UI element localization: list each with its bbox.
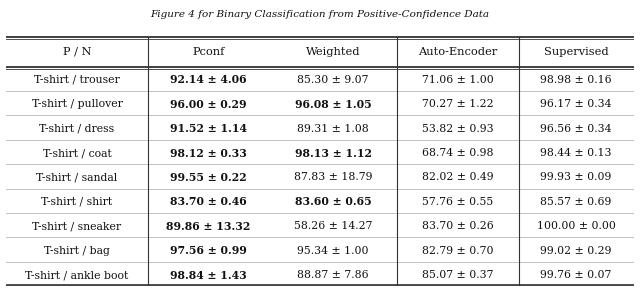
Text: 92.14 ± 4.06: 92.14 ± 4.06 bbox=[170, 75, 246, 86]
Text: 91.52 ± 1.14: 91.52 ± 1.14 bbox=[170, 123, 247, 134]
Text: 83.70 ± 0.46: 83.70 ± 0.46 bbox=[170, 197, 247, 208]
Text: 57.76 ± 0.55: 57.76 ± 0.55 bbox=[422, 197, 493, 207]
Text: 83.70 ± 0.26: 83.70 ± 0.26 bbox=[422, 221, 494, 231]
Text: 85.07 ± 0.37: 85.07 ± 0.37 bbox=[422, 270, 493, 280]
Text: 89.31 ± 1.08: 89.31 ± 1.08 bbox=[297, 124, 369, 134]
Text: Auto-Encoder: Auto-Encoder bbox=[419, 47, 497, 57]
Text: 88.87 ± 7.86: 88.87 ± 7.86 bbox=[298, 270, 369, 280]
Text: 98.44 ± 0.13: 98.44 ± 0.13 bbox=[540, 148, 612, 158]
Text: P / N: P / N bbox=[63, 47, 92, 57]
Text: T-shirt / pullover: T-shirt / pullover bbox=[31, 99, 122, 109]
Text: 98.13 ± 1.12: 98.13 ± 1.12 bbox=[294, 148, 372, 159]
Text: 98.98 ± 0.16: 98.98 ± 0.16 bbox=[540, 75, 612, 85]
Text: 70.27 ± 1.22: 70.27 ± 1.22 bbox=[422, 99, 493, 109]
Text: 82.02 ± 0.49: 82.02 ± 0.49 bbox=[422, 173, 493, 182]
Text: 96.56 ± 0.34: 96.56 ± 0.34 bbox=[540, 124, 612, 134]
Text: 85.30 ± 9.07: 85.30 ± 9.07 bbox=[298, 75, 369, 85]
Text: T-shirt / sneaker: T-shirt / sneaker bbox=[33, 221, 122, 231]
Text: 96.00 ± 0.29: 96.00 ± 0.29 bbox=[170, 99, 246, 110]
Text: 99.55 ± 0.22: 99.55 ± 0.22 bbox=[170, 172, 247, 183]
Text: T-shirt / sandal: T-shirt / sandal bbox=[36, 173, 118, 182]
Text: T-shirt / coat: T-shirt / coat bbox=[43, 148, 111, 158]
Text: 96.08 ± 1.05: 96.08 ± 1.05 bbox=[295, 99, 371, 110]
Text: 83.60 ± 0.65: 83.60 ± 0.65 bbox=[295, 197, 371, 208]
Text: 98.84 ± 1.43: 98.84 ± 1.43 bbox=[170, 270, 247, 281]
Text: Supervised: Supervised bbox=[544, 47, 609, 57]
Text: 96.17 ± 0.34: 96.17 ± 0.34 bbox=[540, 99, 612, 109]
Text: 82.79 ± 0.70: 82.79 ± 0.70 bbox=[422, 246, 493, 256]
Text: 87.83 ± 18.79: 87.83 ± 18.79 bbox=[294, 173, 372, 182]
Text: T-shirt / ankle boot: T-shirt / ankle boot bbox=[26, 270, 129, 280]
Text: T-shirt / dress: T-shirt / dress bbox=[40, 124, 115, 134]
Text: 98.12 ± 0.33: 98.12 ± 0.33 bbox=[170, 148, 247, 159]
Text: 97.56 ± 0.99: 97.56 ± 0.99 bbox=[170, 245, 247, 256]
Text: 58.26 ± 14.27: 58.26 ± 14.27 bbox=[294, 221, 372, 231]
Text: Figure 4 for Binary Classification from Positive-Confidence Data: Figure 4 for Binary Classification from … bbox=[150, 10, 490, 19]
Text: 68.74 ± 0.98: 68.74 ± 0.98 bbox=[422, 148, 493, 158]
Text: T-shirt / trouser: T-shirt / trouser bbox=[34, 75, 120, 85]
Text: 85.57 ± 0.69: 85.57 ± 0.69 bbox=[540, 197, 612, 207]
Text: 95.34 ± 1.00: 95.34 ± 1.00 bbox=[298, 246, 369, 256]
Text: Weighted: Weighted bbox=[306, 47, 360, 57]
Text: 53.82 ± 0.93: 53.82 ± 0.93 bbox=[422, 124, 493, 134]
Text: 99.93 ± 0.09: 99.93 ± 0.09 bbox=[540, 173, 612, 182]
Text: 99.02 ± 0.29: 99.02 ± 0.29 bbox=[540, 246, 612, 256]
Text: 71.06 ± 1.00: 71.06 ± 1.00 bbox=[422, 75, 494, 85]
Text: Pconf: Pconf bbox=[192, 47, 225, 57]
Text: T-shirt / bag: T-shirt / bag bbox=[44, 246, 110, 256]
Text: 100.00 ± 0.00: 100.00 ± 0.00 bbox=[537, 221, 616, 231]
Text: 99.76 ± 0.07: 99.76 ± 0.07 bbox=[540, 270, 612, 280]
Text: 89.86 ± 13.32: 89.86 ± 13.32 bbox=[166, 221, 250, 232]
Text: T-shirt / shirt: T-shirt / shirt bbox=[42, 197, 113, 207]
